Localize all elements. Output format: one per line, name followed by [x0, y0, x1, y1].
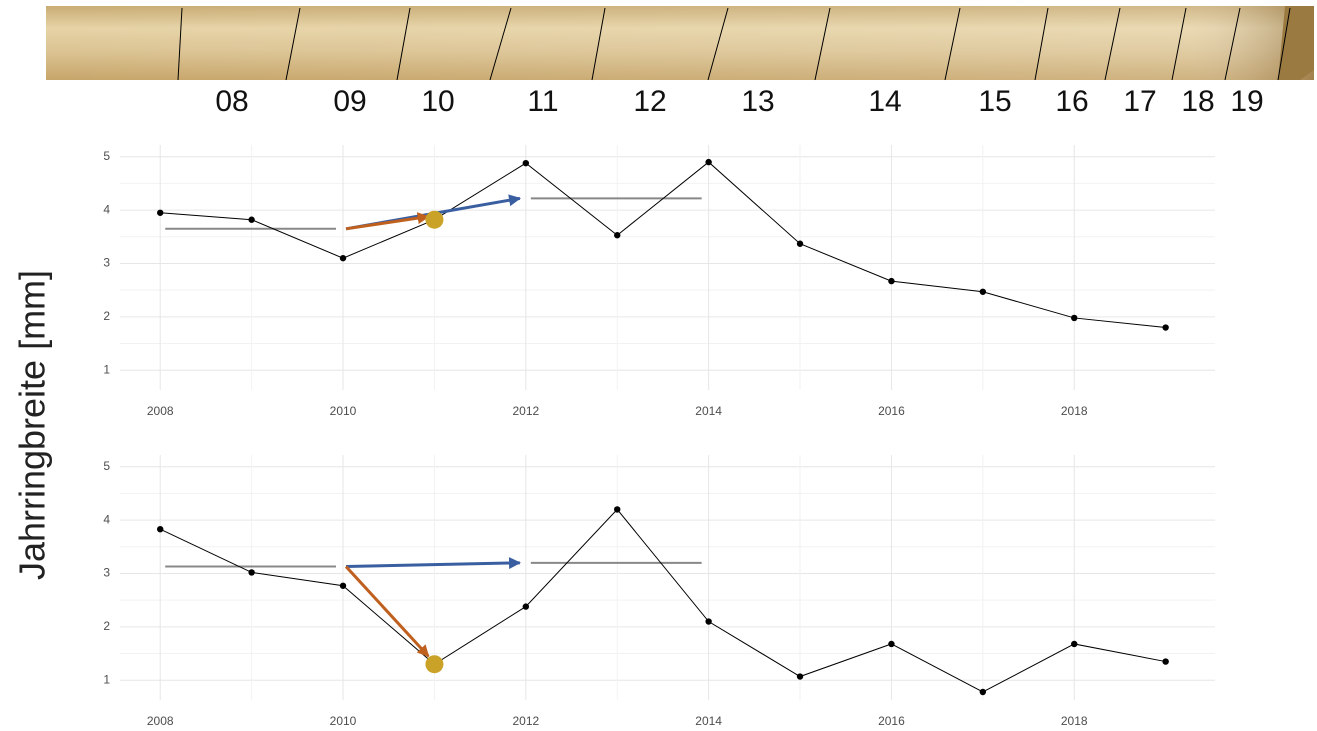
data-point [888, 640, 895, 648]
x-tick-label: 2008 [147, 714, 174, 728]
y-tick-label: 2 [103, 309, 110, 323]
ring-year-label: 17 [1123, 85, 1156, 118]
data-point [796, 240, 804, 247]
data-point [888, 277, 895, 285]
x-tick-label: 2016 [878, 404, 905, 418]
y-tick-label: 4 [103, 512, 110, 526]
y-axis-label: Jahrringbreite [mm] [12, 270, 53, 580]
data-point [979, 688, 987, 696]
highlight-point [425, 655, 444, 674]
y-tick-label: 5 [103, 149, 110, 163]
data-point [796, 673, 804, 680]
data-point [522, 603, 530, 610]
x-tick-label: 2012 [512, 404, 539, 418]
data-point [339, 582, 347, 589]
ring-year-label: 09 [333, 85, 366, 118]
x-tick-label: 2010 [330, 404, 357, 418]
x-tick-label: 2008 [147, 404, 174, 418]
ring-year-label: 10 [421, 85, 454, 118]
arrow [345, 557, 522, 570]
data-point [614, 506, 621, 513]
x-tick-label: 2012 [512, 714, 539, 728]
ring-year-label: 08 [215, 85, 248, 118]
y-tick-label: 2 [103, 619, 110, 633]
data-point [248, 569, 255, 576]
ring-year-label: 14 [868, 85, 901, 118]
wood-strip [46, 6, 1314, 81]
ring-year-label: 12 [633, 85, 666, 118]
series-line [160, 161, 1166, 329]
x-tick-label: 2016 [878, 714, 905, 728]
data-point [248, 216, 255, 223]
data-point [979, 288, 987, 295]
arrow [345, 212, 430, 231]
data-point [1071, 640, 1078, 648]
data-point [614, 232, 621, 239]
y-tick-label: 3 [103, 256, 110, 270]
data-point [705, 158, 712, 166]
y-tick-label: 4 [103, 202, 110, 216]
ring-year-label: 11 [527, 85, 558, 118]
y-tick-label: 1 [103, 672, 110, 686]
data-point [522, 159, 530, 167]
ring-year-label: 15 [978, 85, 1011, 118]
x-tick-label: 2018 [1061, 714, 1088, 728]
x-tick-label: 2014 [695, 404, 722, 418]
x-tick-label: 2014 [695, 714, 722, 728]
y-tick-label: 5 [103, 459, 110, 473]
ring-year-label: 16 [1055, 85, 1088, 118]
line-chart: 1 2 3 4 5 2008 2010 2012 2014 2016 2018 [103, 455, 1215, 728]
data-point [1162, 658, 1169, 665]
data-point [1162, 324, 1169, 331]
arrow [344, 565, 430, 658]
y-tick-label: 1 [103, 362, 110, 376]
y-tick-label: 3 [103, 566, 110, 580]
series-line [160, 508, 1166, 693]
x-tick-label: 2010 [330, 714, 357, 728]
data-point [157, 209, 164, 216]
data-point [157, 525, 164, 533]
highlight-point [425, 210, 444, 229]
ring-year-label: 19 [1230, 85, 1263, 118]
data-point [339, 254, 347, 262]
x-tick-label: 2018 [1061, 404, 1088, 418]
ring-year-label: 13 [741, 85, 774, 118]
data-point [1071, 314, 1078, 322]
line-chart: 1 2 3 4 5 2008 2010 2012 2014 2016 2018 [103, 145, 1215, 418]
ring-year-label: 18 [1181, 85, 1214, 118]
data-point [705, 618, 712, 625]
